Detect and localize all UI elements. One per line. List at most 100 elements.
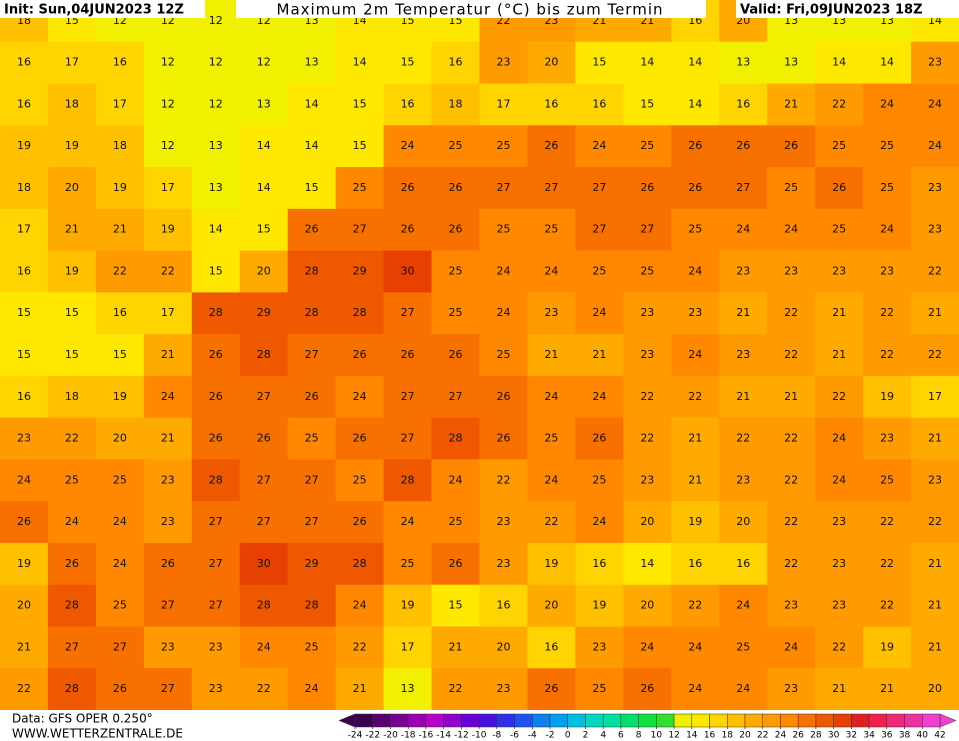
temperature-cell xyxy=(911,375,959,419)
temperature-label: 24 xyxy=(353,599,367,612)
temperature-cell xyxy=(431,83,480,126)
temperature-cell xyxy=(191,542,241,586)
temperature-label: 22 xyxy=(257,682,271,695)
colorbar-segment xyxy=(407,713,427,728)
colorbar-label: 14 xyxy=(686,731,698,741)
temperature-cell xyxy=(671,41,720,85)
temperature-cell xyxy=(191,459,241,502)
temperature-label: 17 xyxy=(928,390,942,403)
temperature-cell xyxy=(527,208,576,252)
temperature-cell xyxy=(0,668,49,711)
temperature-cell xyxy=(143,626,193,669)
colorbar-segment xyxy=(904,713,923,728)
temperature-label: 15 xyxy=(401,56,415,69)
temperature-cell xyxy=(47,208,97,252)
temperature-cell xyxy=(95,584,145,627)
temperature-cell xyxy=(383,125,433,168)
temperature-cell xyxy=(383,584,433,627)
temperature-cell xyxy=(623,626,672,669)
temperature-label: 21 xyxy=(928,432,942,445)
temperature-cell xyxy=(767,41,816,85)
temperature-cell xyxy=(143,83,193,126)
temperature-cell xyxy=(287,125,337,168)
temperature-cell xyxy=(863,584,912,627)
temperature-cell xyxy=(719,208,768,252)
temperature-label: 23 xyxy=(832,557,846,570)
temperature-cell xyxy=(335,668,385,711)
colorbar-segment xyxy=(762,713,781,728)
temperature-label: 27 xyxy=(544,181,558,194)
temperature-cell xyxy=(143,417,193,460)
temperature-label: 14 xyxy=(832,56,846,69)
temperature-label: 21 xyxy=(449,640,463,653)
temperature-cell xyxy=(719,334,768,377)
temperature-cell xyxy=(191,334,241,377)
temperature-label: 17 xyxy=(161,306,175,319)
temperature-label: 19 xyxy=(880,640,894,653)
temperature-label: 23 xyxy=(161,473,175,486)
temperature-label: 16 xyxy=(113,56,127,69)
temperature-cell xyxy=(95,41,145,85)
temperature-cell xyxy=(431,334,480,377)
temperature-cell xyxy=(911,459,959,502)
temperature-cell xyxy=(239,417,289,460)
temperature-label: 13 xyxy=(209,139,223,152)
temperature-label: 24 xyxy=(928,139,942,152)
init-time: Init: Sun,04JUN2023 12Z xyxy=(4,3,184,18)
colorbar-label: 8 xyxy=(636,731,642,741)
temperature-cell xyxy=(767,167,816,210)
temperature-label: 27 xyxy=(305,348,319,361)
temperature-label: 28 xyxy=(353,306,367,319)
temperature-label: 16 xyxy=(449,56,463,69)
temperature-cell xyxy=(143,375,193,419)
temperature-cell xyxy=(479,83,528,126)
temperature-label: 13 xyxy=(305,56,319,69)
temperature-cell xyxy=(431,459,480,502)
colorbar-segment xyxy=(833,713,852,728)
temperature-label: 26 xyxy=(353,348,367,361)
temperature-label: 24 xyxy=(592,390,606,403)
temperature-cell xyxy=(47,542,97,586)
temperature-label: 23 xyxy=(736,473,750,486)
temperature-label: 24 xyxy=(65,515,79,528)
temperature-cell xyxy=(863,417,912,460)
temperature-cell xyxy=(911,41,959,85)
temperature-cell xyxy=(767,250,816,293)
temperature-cell xyxy=(47,334,97,377)
temperature-cell xyxy=(47,584,97,627)
temperature-cell xyxy=(623,584,672,627)
temperature-label: 25 xyxy=(496,223,510,236)
temperature-label: 22 xyxy=(880,515,894,528)
temperature-label: 25 xyxy=(736,640,750,653)
temperature-label: 28 xyxy=(209,306,223,319)
colorbar-segment xyxy=(567,713,586,728)
temperature-cell xyxy=(623,459,672,502)
temperature-label: 21 xyxy=(544,348,558,361)
temperature-label: 30 xyxy=(257,557,271,570)
temperature-label: 16 xyxy=(736,97,750,110)
temperature-cell xyxy=(479,501,528,544)
temperature-cell xyxy=(719,668,768,711)
temperature-cell xyxy=(95,334,145,377)
temperature-label: 14 xyxy=(688,97,702,110)
temperature-cell xyxy=(191,250,241,293)
temperature-label: 24 xyxy=(544,390,558,403)
temperature-label: 18 xyxy=(17,181,31,194)
temperature-label: 22 xyxy=(161,264,175,277)
temperature-cell xyxy=(671,167,720,210)
temperature-label: 24 xyxy=(688,264,702,277)
temperature-cell xyxy=(527,41,576,85)
temperature-label: 22 xyxy=(832,640,846,653)
temperature-cell xyxy=(383,501,433,544)
temperature-cell xyxy=(335,292,385,335)
temperature-cell xyxy=(671,208,720,252)
temperature-label: 22 xyxy=(880,348,894,361)
temperature-label: 25 xyxy=(496,139,510,152)
temperature-label: 24 xyxy=(592,139,606,152)
temperature-cell xyxy=(527,292,576,335)
temperature-cell xyxy=(527,626,576,669)
temperature-cell xyxy=(287,584,337,627)
temperature-cell xyxy=(431,292,480,335)
temperature-cell xyxy=(335,375,385,419)
